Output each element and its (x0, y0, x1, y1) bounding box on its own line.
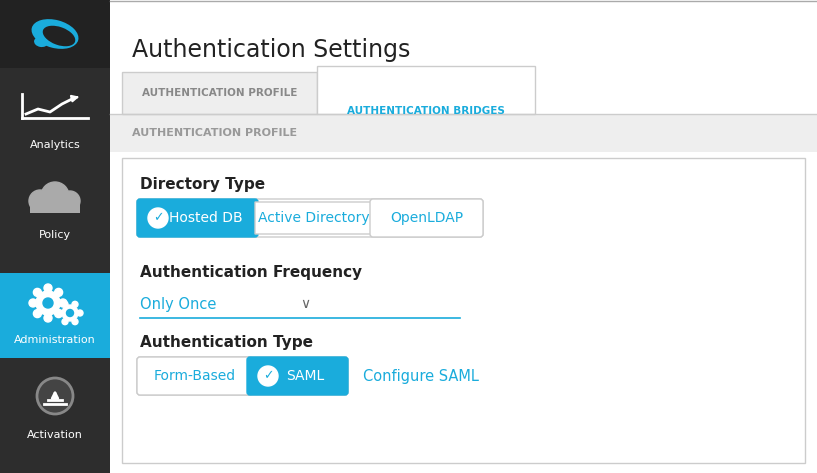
Text: AUTHENTICATION PROFILE: AUTHENTICATION PROFILE (132, 128, 297, 138)
Text: Analytics: Analytics (29, 140, 80, 150)
Text: SAML: SAML (287, 369, 324, 383)
Circle shape (33, 310, 42, 317)
Circle shape (44, 314, 52, 322)
Circle shape (258, 366, 278, 386)
FancyBboxPatch shape (247, 357, 348, 395)
Circle shape (29, 190, 51, 212)
FancyBboxPatch shape (137, 357, 253, 395)
FancyBboxPatch shape (137, 199, 258, 237)
Circle shape (62, 305, 78, 321)
Circle shape (59, 299, 67, 307)
FancyBboxPatch shape (255, 202, 373, 234)
Circle shape (37, 378, 73, 414)
Text: Authentication Settings: Authentication Settings (132, 38, 410, 62)
FancyBboxPatch shape (122, 158, 805, 463)
Text: Authentication Frequency: Authentication Frequency (140, 264, 362, 280)
Text: Form-Based: Form-Based (154, 369, 236, 383)
Circle shape (62, 301, 68, 307)
FancyBboxPatch shape (370, 199, 483, 237)
FancyBboxPatch shape (317, 66, 535, 114)
Text: Authentication Type: Authentication Type (140, 334, 313, 350)
FancyBboxPatch shape (110, 0, 817, 473)
Text: Administration: Administration (14, 335, 96, 345)
Text: AUTHENTICATION BRIDGES: AUTHENTICATION BRIDGES (347, 106, 505, 116)
Circle shape (62, 319, 68, 324)
Circle shape (55, 310, 63, 317)
Circle shape (77, 310, 83, 316)
FancyBboxPatch shape (110, 114, 817, 152)
Text: Only Once: Only Once (140, 297, 217, 312)
Circle shape (44, 284, 52, 292)
Text: ✓: ✓ (153, 211, 163, 225)
Text: Configure SAML: Configure SAML (363, 368, 479, 384)
FancyBboxPatch shape (30, 201, 80, 213)
Text: Activation: Activation (27, 430, 83, 440)
Text: Active Directory: Active Directory (258, 211, 370, 225)
Circle shape (33, 289, 42, 297)
Circle shape (55, 289, 63, 297)
Text: OpenLDAP: OpenLDAP (390, 211, 463, 225)
Circle shape (57, 310, 63, 316)
Circle shape (60, 191, 80, 211)
FancyBboxPatch shape (137, 199, 483, 237)
Text: Policy: Policy (39, 230, 71, 240)
FancyBboxPatch shape (122, 72, 317, 114)
Circle shape (43, 298, 53, 308)
Circle shape (41, 182, 69, 210)
Text: Directory Type: Directory Type (140, 176, 266, 192)
Circle shape (66, 309, 74, 316)
Ellipse shape (34, 37, 48, 47)
Text: Hosted DB: Hosted DB (168, 211, 243, 225)
FancyBboxPatch shape (137, 357, 348, 395)
Ellipse shape (32, 19, 78, 49)
Circle shape (29, 299, 37, 307)
Circle shape (72, 301, 78, 307)
FancyBboxPatch shape (0, 0, 110, 68)
Circle shape (148, 208, 168, 228)
Text: ∨: ∨ (300, 297, 310, 311)
Circle shape (72, 319, 78, 324)
FancyBboxPatch shape (0, 273, 110, 358)
Text: ✓: ✓ (263, 369, 273, 383)
FancyBboxPatch shape (0, 0, 110, 473)
Circle shape (36, 291, 60, 315)
Ellipse shape (42, 26, 75, 46)
Text: AUTHENTICATION PROFILE: AUTHENTICATION PROFILE (142, 88, 297, 98)
